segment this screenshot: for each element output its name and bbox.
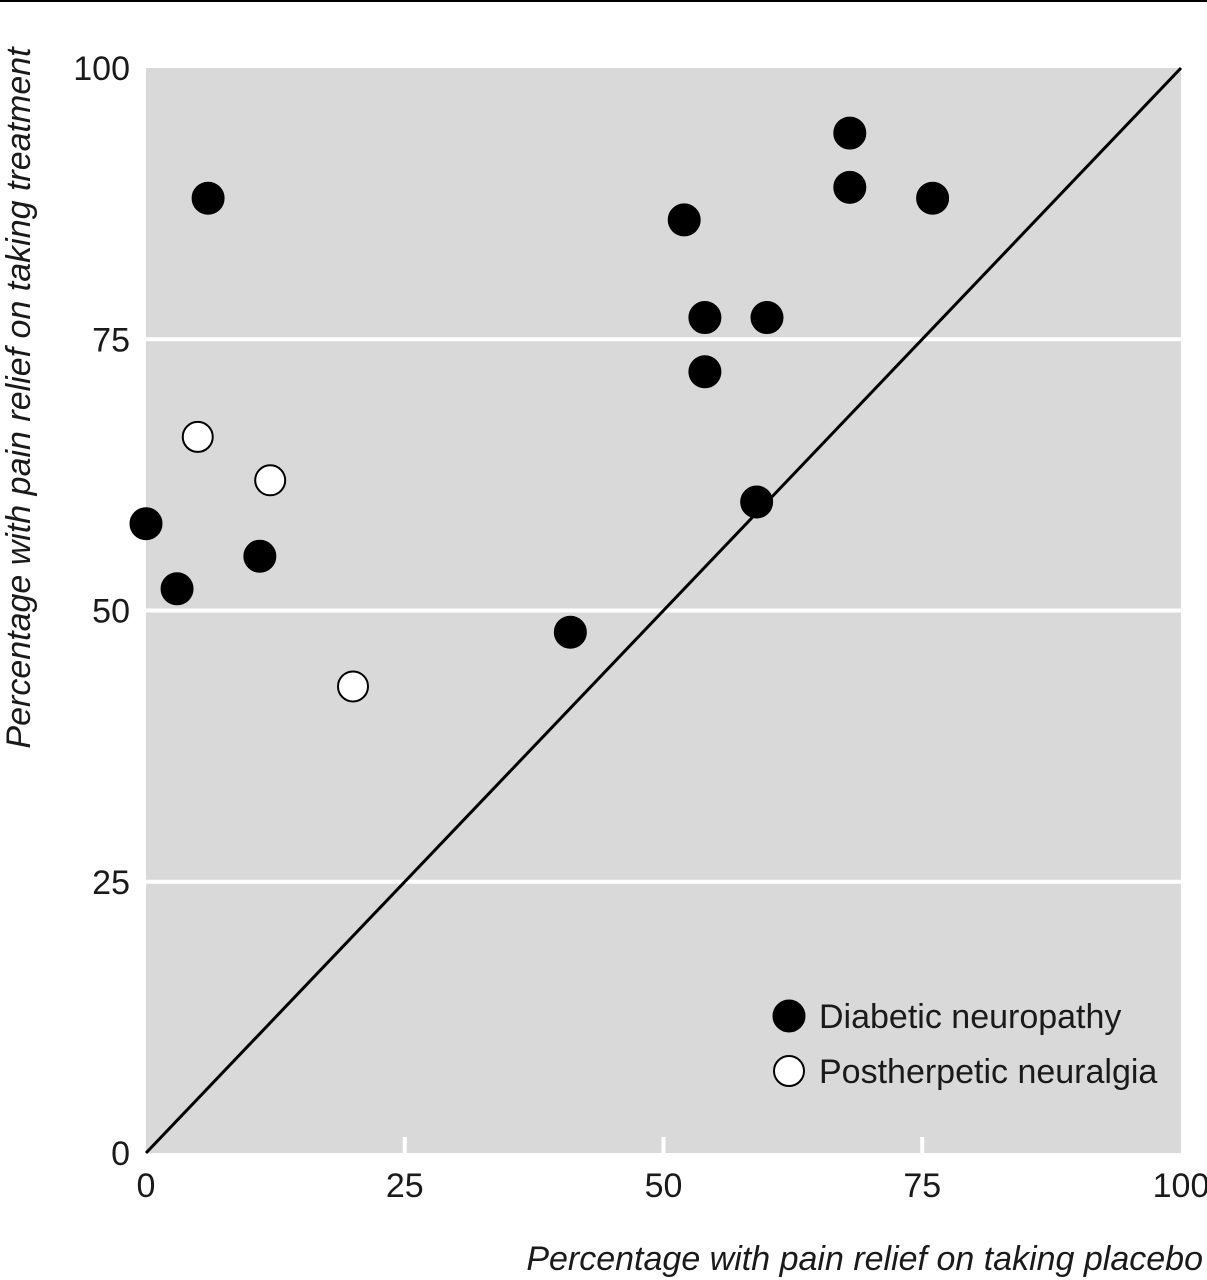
x-tick-label: 75 bbox=[903, 1167, 941, 1205]
diabetic-point bbox=[750, 301, 784, 335]
legend: Diabetic neuropathy Postherpetic neuralgi… bbox=[772, 998, 1157, 1091]
diabetic-point bbox=[160, 572, 194, 606]
legend-label: Diabetic neuropathy bbox=[819, 998, 1121, 1036]
legend-filled-marker bbox=[772, 999, 806, 1033]
diabetic-point bbox=[688, 301, 722, 335]
x-tick-label: 50 bbox=[645, 1167, 683, 1205]
diabetic-point bbox=[833, 170, 867, 204]
diabetic-point bbox=[688, 355, 722, 389]
y-axis-ticks: 0 25 50 75 100 bbox=[73, 50, 130, 1173]
y-tick-label: 75 bbox=[92, 321, 130, 359]
x-tick-label: 100 bbox=[1153, 1167, 1207, 1205]
y-tick-label: 0 bbox=[111, 1135, 130, 1173]
postherpetic-point bbox=[337, 670, 369, 703]
y-axis-title: Percentage with pain relief on taking tr… bbox=[0, 46, 38, 749]
diabetic-point bbox=[740, 485, 774, 519]
legend-open-marker bbox=[773, 1055, 805, 1087]
diabetic-point bbox=[916, 181, 950, 215]
x-tick-label: 0 bbox=[137, 1167, 156, 1205]
legend-label: Postherpetic neuralgia bbox=[819, 1053, 1157, 1091]
diabetic-point bbox=[129, 507, 163, 541]
x-tick-label: 25 bbox=[386, 1167, 424, 1205]
diabetic-point bbox=[553, 615, 587, 649]
x-axis-title: Percentage with pain relief on taking pl… bbox=[526, 1240, 1203, 1278]
diabetic-point bbox=[243, 539, 277, 573]
diabetic-point bbox=[833, 116, 867, 150]
y-tick-label: 25 bbox=[92, 864, 130, 902]
data-points bbox=[129, 116, 950, 703]
postherpetic-point bbox=[254, 464, 287, 497]
y-tick-label: 50 bbox=[92, 593, 130, 631]
identity-line bbox=[144, 66, 1183, 1155]
x-axis-ticks: 0 25 50 75 100 bbox=[137, 1137, 1207, 1205]
postherpetic-point bbox=[181, 420, 214, 453]
diabetic-point bbox=[191, 181, 225, 215]
diabetic-point bbox=[667, 203, 701, 237]
y-tick-label: 100 bbox=[73, 50, 130, 88]
